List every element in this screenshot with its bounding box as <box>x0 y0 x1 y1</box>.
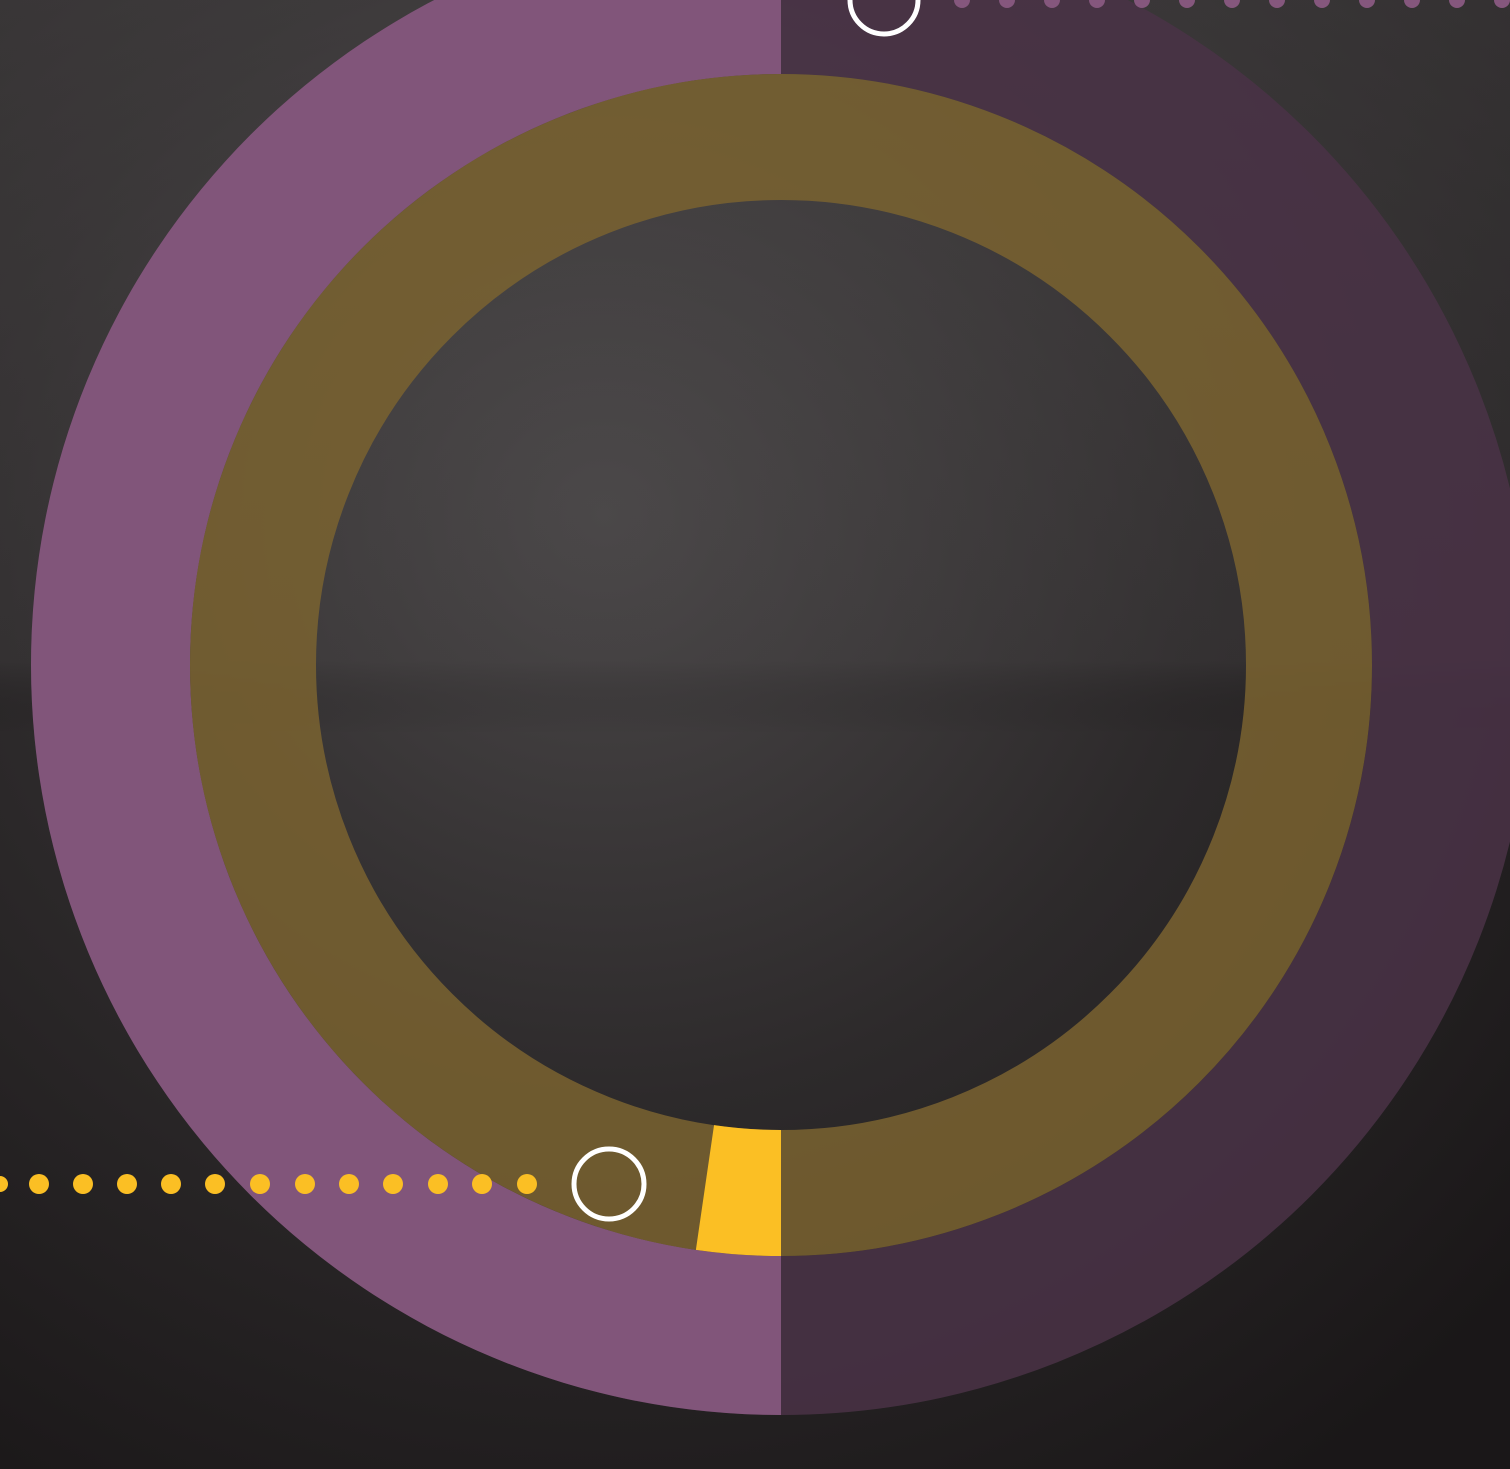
graphic <box>0 0 1510 1469</box>
page: (() => { const data = JSON.parse(documen… <box>0 0 1510 1469</box>
